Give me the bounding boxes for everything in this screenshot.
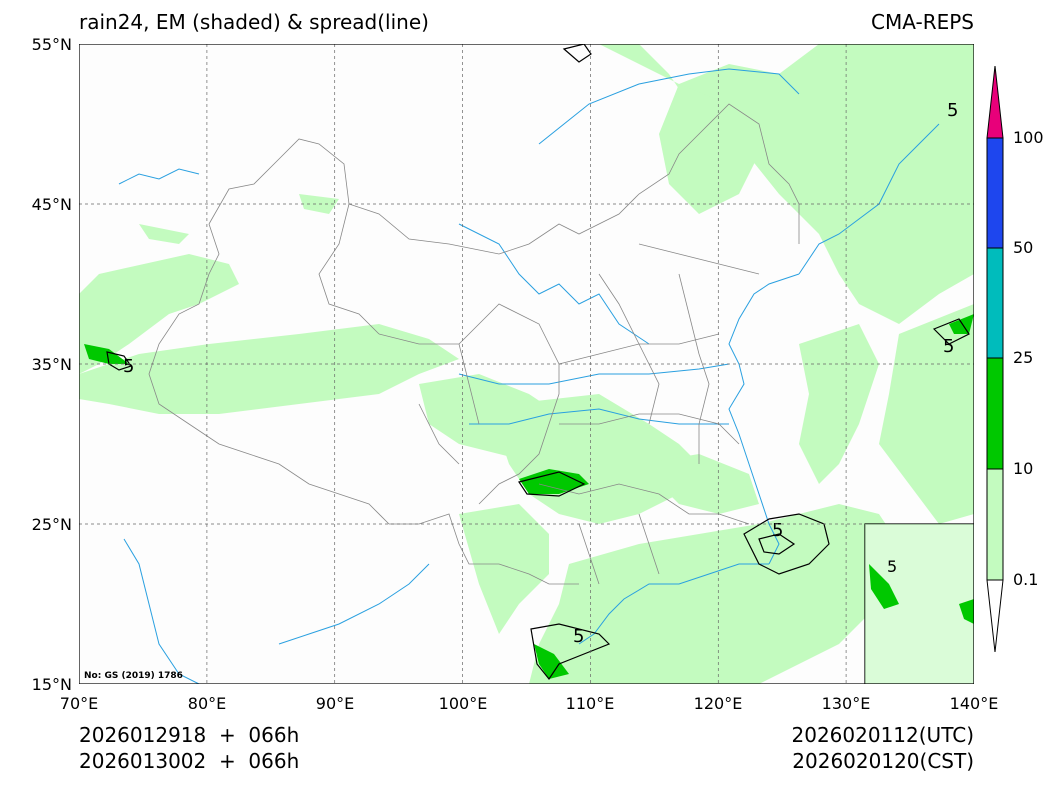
lon-label: 80°E xyxy=(187,694,227,713)
init-time-utc: 2026012918 + 066h xyxy=(79,723,300,747)
contour-label: 5 xyxy=(943,336,954,357)
colorbar-segment xyxy=(986,357,1004,470)
contour-label: 5 xyxy=(772,520,783,541)
map-approval-note: No: GS (2019) 1786 xyxy=(84,671,183,681)
lon-label: 130°E xyxy=(821,694,871,713)
valid-times: 2026020112(UTC) 2026020120(CST) xyxy=(792,722,975,774)
lon-label: 110°E xyxy=(565,694,615,713)
coastline-and-rivers xyxy=(118,68,940,684)
colorbar-extend-max xyxy=(986,66,1004,139)
valid-time-cst: 2026020120(CST) xyxy=(792,749,974,773)
lat-label: 25°N xyxy=(31,515,72,534)
lon-label: 100°E xyxy=(438,694,488,713)
lon-label: 90°E xyxy=(315,694,355,713)
south-china-sea-inset: 5 xyxy=(864,523,974,684)
colorbar-label: 10 xyxy=(1013,459,1034,478)
valid-time-utc: 2026020112(UTC) xyxy=(791,723,975,747)
province-borders xyxy=(148,103,800,585)
moderate-rain-shading xyxy=(84,314,974,679)
spread-contours xyxy=(106,44,970,681)
lon-label: 140°E xyxy=(949,694,999,713)
contour-labels: 5 5 5 5 5 xyxy=(123,100,958,647)
lat-label: 15°N xyxy=(31,675,72,694)
lat-label: 35°N xyxy=(31,355,72,374)
lon-label: 70°E xyxy=(59,694,99,713)
colorbar xyxy=(986,66,1004,652)
init-times: 2026012918 + 066h 2026013002 + 066h xyxy=(79,722,299,774)
model-name: CMA-REPS xyxy=(871,10,974,34)
colorbar-label: 50 xyxy=(1013,238,1034,257)
contour-label: 5 xyxy=(123,356,134,377)
lat-label: 45°N xyxy=(31,195,72,214)
colorbar-segment xyxy=(986,247,1004,359)
colorbar-label: 25 xyxy=(1013,348,1034,367)
contour-label: 5 xyxy=(947,100,958,121)
colorbar-segment xyxy=(986,137,1004,249)
gridlines xyxy=(79,44,974,684)
colorbar-extend-min xyxy=(986,579,1004,652)
lon-label: 120°E xyxy=(693,694,743,713)
lat-label: 55°N xyxy=(31,35,72,54)
rainfall-map: 5 5 5 5 5 5 xyxy=(79,44,974,684)
colorbar-label: 100 xyxy=(1013,128,1044,147)
colorbar-label: 0.1 xyxy=(1013,570,1039,589)
contour-label: 5 xyxy=(573,626,584,647)
contour-label: 5 xyxy=(887,557,897,576)
init-time-cst: 2026013002 + 066h xyxy=(79,749,300,773)
colorbar-segment xyxy=(986,468,1004,581)
map-title: rain24, EM (shaded) & spread(line) xyxy=(79,10,429,34)
